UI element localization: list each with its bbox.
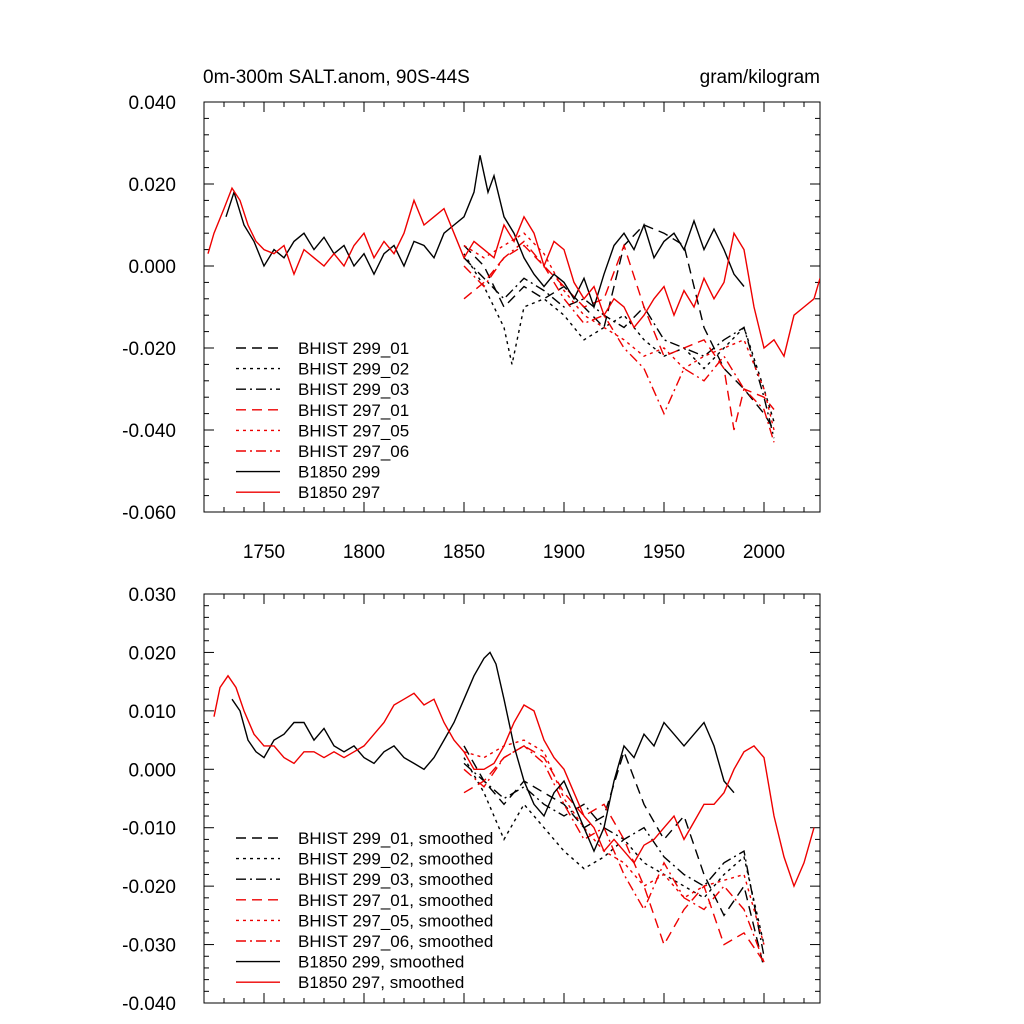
top-series-line-2	[463, 257, 775, 439]
bottom-series-line-6	[231, 651, 735, 853]
bottom-y-tick-label: -0.040	[122, 994, 176, 1015]
top-series-line-6	[225, 155, 745, 310]
top-legend-label: BHIST 297_05	[298, 421, 409, 440]
top-x-tick-label: 1950	[643, 542, 685, 563]
top-plot-frame	[203, 101, 821, 513]
bottom-series-line-5	[463, 745, 765, 963]
top-legend-label: BHIST 297_01	[298, 401, 409, 420]
bottom-y-tick-label: 0.000	[128, 760, 176, 781]
bottom-y-tick-label: -0.030	[122, 936, 176, 957]
bottom-legend-label: BHIST 297_05, smoothed	[298, 911, 493, 930]
bottom-series-line-3	[463, 745, 765, 963]
bottom-panel: -0.040 -0.030 -0.020 -0.010 0.000 0.010 0.020 0…	[122, 585, 821, 1015]
top-y-tick-label: 0.040	[128, 93, 176, 114]
top-series-line-0	[463, 224, 775, 431]
top-series-line-7	[207, 186, 820, 359]
top-x-tick-label: 1900	[543, 542, 585, 563]
bottom-y-tick-label: 0.020	[128, 643, 176, 664]
bottom-legend-label: BHIST 299_02, smoothed	[298, 850, 493, 869]
bottom-legend-label: BHIST 299_03, smoothed	[298, 870, 493, 889]
bottom-legend-label: B1850 297, smoothed	[298, 973, 464, 992]
top-x-tick-label: 1750	[243, 542, 285, 563]
top-legend-label: BHIST 299_03	[298, 380, 409, 399]
top-y-tick-label: -0.060	[122, 503, 176, 524]
top-y-tick-label: 0.000	[128, 257, 176, 278]
top-x-tick-label: 1800	[343, 542, 385, 563]
top-y-tick-label: -0.040	[122, 421, 176, 442]
top-y-tick-label: -0.020	[122, 339, 176, 360]
bottom-series-line-4	[463, 739, 765, 945]
bottom-series-line-2	[463, 762, 765, 957]
bottom-y-tick-label: -0.020	[122, 877, 176, 898]
bottom-y-tick-label: 0.010	[128, 702, 176, 723]
bottom-y-tick-label: -0.010	[122, 819, 176, 840]
bottom-legend-label: B1850 299, smoothed	[298, 953, 464, 972]
top-legend-label: BHIST 299_02	[298, 360, 409, 379]
bottom-series-line-1	[463, 757, 765, 945]
bottom-y-tick-label: 0.030	[128, 585, 176, 606]
top-legend-label: B1850 297	[298, 483, 380, 502]
top-series-line-5	[463, 240, 775, 443]
top-chart-units: gram/kilogram	[700, 67, 820, 88]
top-legend-label: B1850 299	[298, 463, 380, 482]
top-series-line-4	[463, 232, 775, 431]
bottom-legend-label: BHIST 297_06, smoothed	[298, 932, 493, 951]
top-legend-label: BHIST 297_06	[298, 442, 409, 461]
bottom-series-line-7	[213, 674, 815, 889]
bottom-legend-label: BHIST 297_01, smoothed	[298, 891, 493, 910]
top-x-tick-label: 1850	[443, 542, 485, 563]
top-legend-label: BHIST 299_01	[298, 339, 409, 358]
top-series-line-3	[463, 243, 775, 431]
top-chart-title: 0m-300m SALT.anom, 90S-44S	[203, 67, 470, 88]
bottom-plot-frame	[203, 593, 821, 1004]
bottom-legend-label: BHIST 299_01, smoothed	[298, 829, 493, 848]
top-x-tick-label: 2000	[743, 542, 785, 563]
top-y-tick-label: 0.020	[128, 175, 176, 196]
top-panel: 0m-300m SALT.anom, 90S-44S gram/kilogram…	[122, 67, 821, 563]
